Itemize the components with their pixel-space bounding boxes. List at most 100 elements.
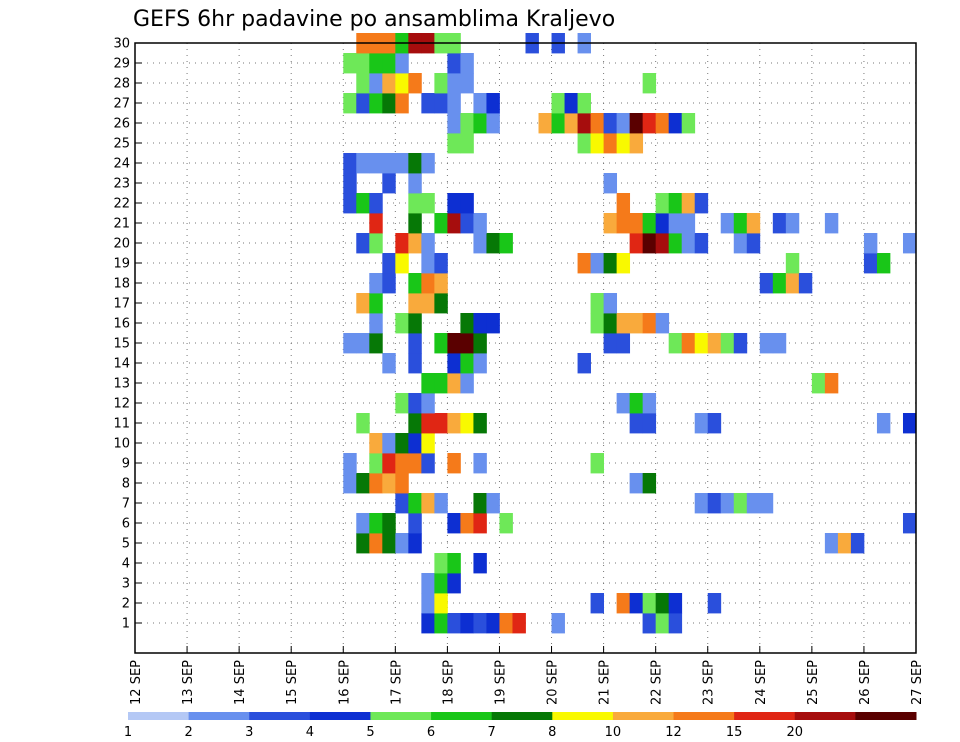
heatmap-cell [642, 213, 657, 234]
heatmap-cell [421, 93, 435, 114]
heatmap-cell [629, 233, 644, 254]
heatmap-cell [460, 413, 474, 434]
heatmap-cell [356, 73, 370, 94]
heatmap-cell [733, 213, 748, 234]
heatmap-cell [629, 473, 644, 494]
legend-label: 2 [184, 725, 192, 740]
y-tick-label: 14 [113, 357, 130, 372]
heatmap-cell [681, 233, 696, 254]
chart-title: GEFS 6hr padavine po ansamblima Kraljevo [133, 7, 615, 32]
heatmap-cell [473, 513, 487, 534]
x-tick-label: 22 SEP [650, 660, 665, 705]
y-tick-label: 12 [113, 397, 130, 412]
heatmap-cell [421, 493, 435, 514]
heatmap-cell [746, 213, 761, 234]
heatmap-cell [434, 553, 448, 574]
heatmap-cell [447, 573, 461, 594]
heatmap-cell [473, 453, 487, 474]
heatmap-cell [395, 433, 409, 454]
heatmap-cell [655, 613, 670, 634]
heatmap-cell [616, 133, 631, 154]
heatmap-cell [733, 233, 748, 254]
legend-swatch [249, 712, 311, 720]
legend-swatch [491, 712, 553, 720]
heatmap-cell [408, 433, 422, 454]
heatmap-cell [382, 273, 396, 294]
legend-swatch [370, 712, 432, 720]
heatmap-cell [395, 93, 409, 114]
heatmap-cell [460, 353, 474, 374]
x-axis: 12 SEP 13 SEP 14 SEP 15 SEP 16 SEP 17 SEP 18 S… [129, 646, 925, 705]
legend-swatch [128, 712, 190, 720]
heatmap-cell [460, 513, 474, 534]
heatmap-cell [616, 313, 631, 334]
heatmap-cell [499, 613, 513, 634]
heatmap-cell [473, 553, 487, 574]
heatmap-cell [746, 233, 761, 254]
heatmap-cell [447, 613, 461, 634]
heatmap-cell [447, 553, 461, 574]
heatmap-cell [447, 193, 461, 214]
heatmap-cell [408, 273, 422, 294]
heatmap-cell [395, 533, 409, 554]
y-tick-label: 28 [113, 77, 130, 92]
heatmap-cell [408, 393, 422, 414]
heatmap-cell [707, 493, 722, 514]
heatmap-cell [486, 493, 500, 514]
heatmap-cell [408, 293, 422, 314]
y-tick-label: 15 [113, 337, 130, 352]
heatmap-cell [668, 613, 683, 634]
heatmap-cell [408, 533, 422, 554]
legend-label: 7 [488, 725, 496, 740]
heatmap-cell [447, 133, 461, 154]
heatmap-cell [616, 213, 631, 234]
x-tick-label: 18 SEP [441, 660, 456, 705]
heatmap-cell [369, 313, 383, 334]
y-tick-label: 3 [122, 577, 130, 592]
heatmap-cell [824, 373, 839, 394]
color-legend: 1 2 3 4 5 6 7 8 10 12 15 20 [124, 712, 917, 740]
heatmap-cell [551, 93, 565, 114]
heatmap-cell [408, 453, 422, 474]
heatmap-cell [460, 73, 474, 94]
heatmap-cell [642, 393, 657, 414]
heatmap-cell [759, 493, 774, 514]
legend-label: 15 [726, 725, 743, 740]
heatmap-cell [720, 333, 735, 354]
heatmap-cell [343, 453, 357, 474]
x-tick-label: 24 SEP [754, 660, 769, 705]
heatmap-cell [616, 393, 631, 414]
heatmap-cell [733, 493, 748, 514]
legend-swatch [309, 712, 371, 720]
heatmap-cell [681, 193, 696, 214]
heatmap-cell [447, 93, 461, 114]
heatmap-cell [473, 353, 487, 374]
heatmap-cell [421, 253, 435, 274]
y-tick-label: 7 [122, 497, 130, 512]
heatmap-cell [408, 353, 422, 374]
heatmap-cell [850, 533, 865, 554]
heatmap-cell [460, 53, 474, 74]
legend-swatch [431, 712, 493, 720]
heatmap-cell [603, 253, 618, 274]
heatmap-cell [642, 473, 657, 494]
heatmap-cell [343, 93, 357, 114]
heatmap-cell [343, 333, 357, 354]
heatmap-cell [369, 453, 383, 474]
heatmap-cell [642, 613, 657, 634]
x-tick-label: 15 SEP [285, 660, 300, 705]
heatmap-cell [681, 333, 696, 354]
y-tick-label: 4 [122, 557, 130, 572]
heatmap-cell [343, 473, 357, 494]
heatmap-cell [668, 593, 683, 614]
heatmap-cell [356, 193, 370, 214]
heatmap-cell [577, 93, 591, 114]
heatmap-cell [356, 473, 370, 494]
heatmap-cell [655, 193, 670, 214]
heatmap-cell [434, 73, 448, 94]
heatmap-cell [564, 93, 578, 114]
heatmap-cell [785, 273, 800, 294]
legend-swatch [855, 712, 917, 720]
y-tick-label: 26 [113, 117, 130, 132]
